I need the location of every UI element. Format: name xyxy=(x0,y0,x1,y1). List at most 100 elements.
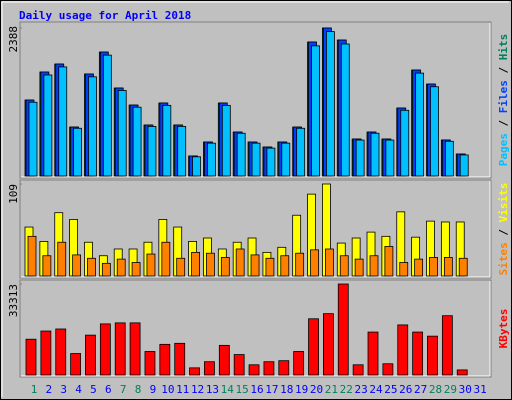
y-tick-label: 2388 xyxy=(7,26,20,53)
bar xyxy=(337,283,349,376)
bar xyxy=(280,255,290,277)
x-tick-label: 7 xyxy=(120,383,127,396)
bar xyxy=(204,361,215,376)
bar xyxy=(58,66,68,177)
x-tick-label: 18 xyxy=(280,383,293,396)
bar xyxy=(57,241,67,277)
bar xyxy=(236,132,246,177)
x-tick-label: 8 xyxy=(135,383,142,396)
bar xyxy=(192,156,201,177)
bar xyxy=(370,132,380,177)
x-tick-label: 3 xyxy=(60,383,67,396)
y-tick-label: 33313 xyxy=(7,284,20,317)
x-tick-label: 2 xyxy=(46,383,53,396)
x-tick-label: 4 xyxy=(75,383,82,396)
bar xyxy=(132,106,142,177)
bar xyxy=(40,330,52,376)
bar xyxy=(384,246,394,277)
bar xyxy=(324,248,334,277)
bar xyxy=(281,142,291,177)
bar xyxy=(146,253,156,277)
bar xyxy=(235,248,245,277)
bar xyxy=(412,331,424,376)
bar xyxy=(43,74,53,177)
bar xyxy=(415,72,425,177)
bar xyxy=(70,353,82,376)
bar xyxy=(144,351,156,376)
legend: Sites / Visits xyxy=(497,183,510,276)
bar xyxy=(55,328,67,376)
bar xyxy=(458,257,468,277)
bar xyxy=(278,360,290,376)
x-tick-label: 21 xyxy=(325,383,338,396)
bar xyxy=(400,109,410,177)
bar xyxy=(72,254,82,277)
x-tick-label: 16 xyxy=(250,383,263,396)
legend-entry: Sites xyxy=(497,242,510,275)
legend-separator: / xyxy=(497,60,510,80)
bar xyxy=(382,363,394,376)
bar xyxy=(311,45,320,177)
bar xyxy=(296,127,306,177)
legend: Pages / Files / Hits xyxy=(497,34,510,167)
x-tick-label: 28 xyxy=(429,383,442,396)
x-tick-label: 27 xyxy=(414,383,427,396)
bar xyxy=(207,142,216,177)
x-tick-label: 15 xyxy=(236,383,249,396)
bar xyxy=(325,31,335,177)
bar xyxy=(308,318,319,376)
bar xyxy=(99,323,111,376)
bar xyxy=(369,255,379,277)
bar xyxy=(397,324,409,376)
x-tick-label: 30 xyxy=(459,383,472,396)
bar xyxy=(456,369,468,376)
bar xyxy=(367,331,379,376)
x-tick-label: 17 xyxy=(265,383,278,396)
bar xyxy=(177,126,187,177)
bar xyxy=(27,235,37,277)
bar xyxy=(293,351,305,376)
x-tick-label: 19 xyxy=(295,383,308,396)
x-tick-label: 20 xyxy=(310,383,323,396)
chart-title: Daily usage for April 2018 xyxy=(19,9,191,22)
bar xyxy=(218,344,230,376)
legend-entry: Hits xyxy=(497,34,510,61)
bar xyxy=(251,142,261,177)
x-tick-label: 24 xyxy=(369,383,383,396)
bar xyxy=(206,252,215,277)
bar xyxy=(414,258,424,277)
legend-separator: / xyxy=(497,113,510,133)
bar xyxy=(322,313,334,376)
legend-entry: Files xyxy=(497,80,510,113)
bar xyxy=(310,249,319,277)
x-tick-label: 29 xyxy=(444,383,457,396)
bar xyxy=(220,257,230,277)
bar xyxy=(441,315,453,376)
bar xyxy=(159,343,171,376)
bar xyxy=(102,54,112,177)
x-tick-label: 9 xyxy=(150,383,157,396)
bar xyxy=(131,262,141,277)
bar xyxy=(87,257,96,277)
y-tick-label: 109 xyxy=(7,184,20,204)
bar xyxy=(85,334,96,376)
bar xyxy=(162,104,172,177)
bar xyxy=(385,139,395,177)
bar xyxy=(114,322,126,376)
x-tick-label: 31 xyxy=(473,383,486,396)
legend-separator: / xyxy=(497,222,510,242)
bar xyxy=(42,255,52,277)
bar xyxy=(88,76,97,177)
bar xyxy=(28,101,38,177)
bar xyxy=(263,361,275,376)
x-tick-label: 23 xyxy=(355,383,368,396)
bar xyxy=(161,241,171,277)
bar xyxy=(147,126,157,177)
bar xyxy=(221,104,231,177)
x-tick-label: 10 xyxy=(161,383,174,396)
bar xyxy=(459,154,469,177)
bar xyxy=(295,252,305,277)
bar xyxy=(352,364,364,376)
bar xyxy=(129,322,141,376)
